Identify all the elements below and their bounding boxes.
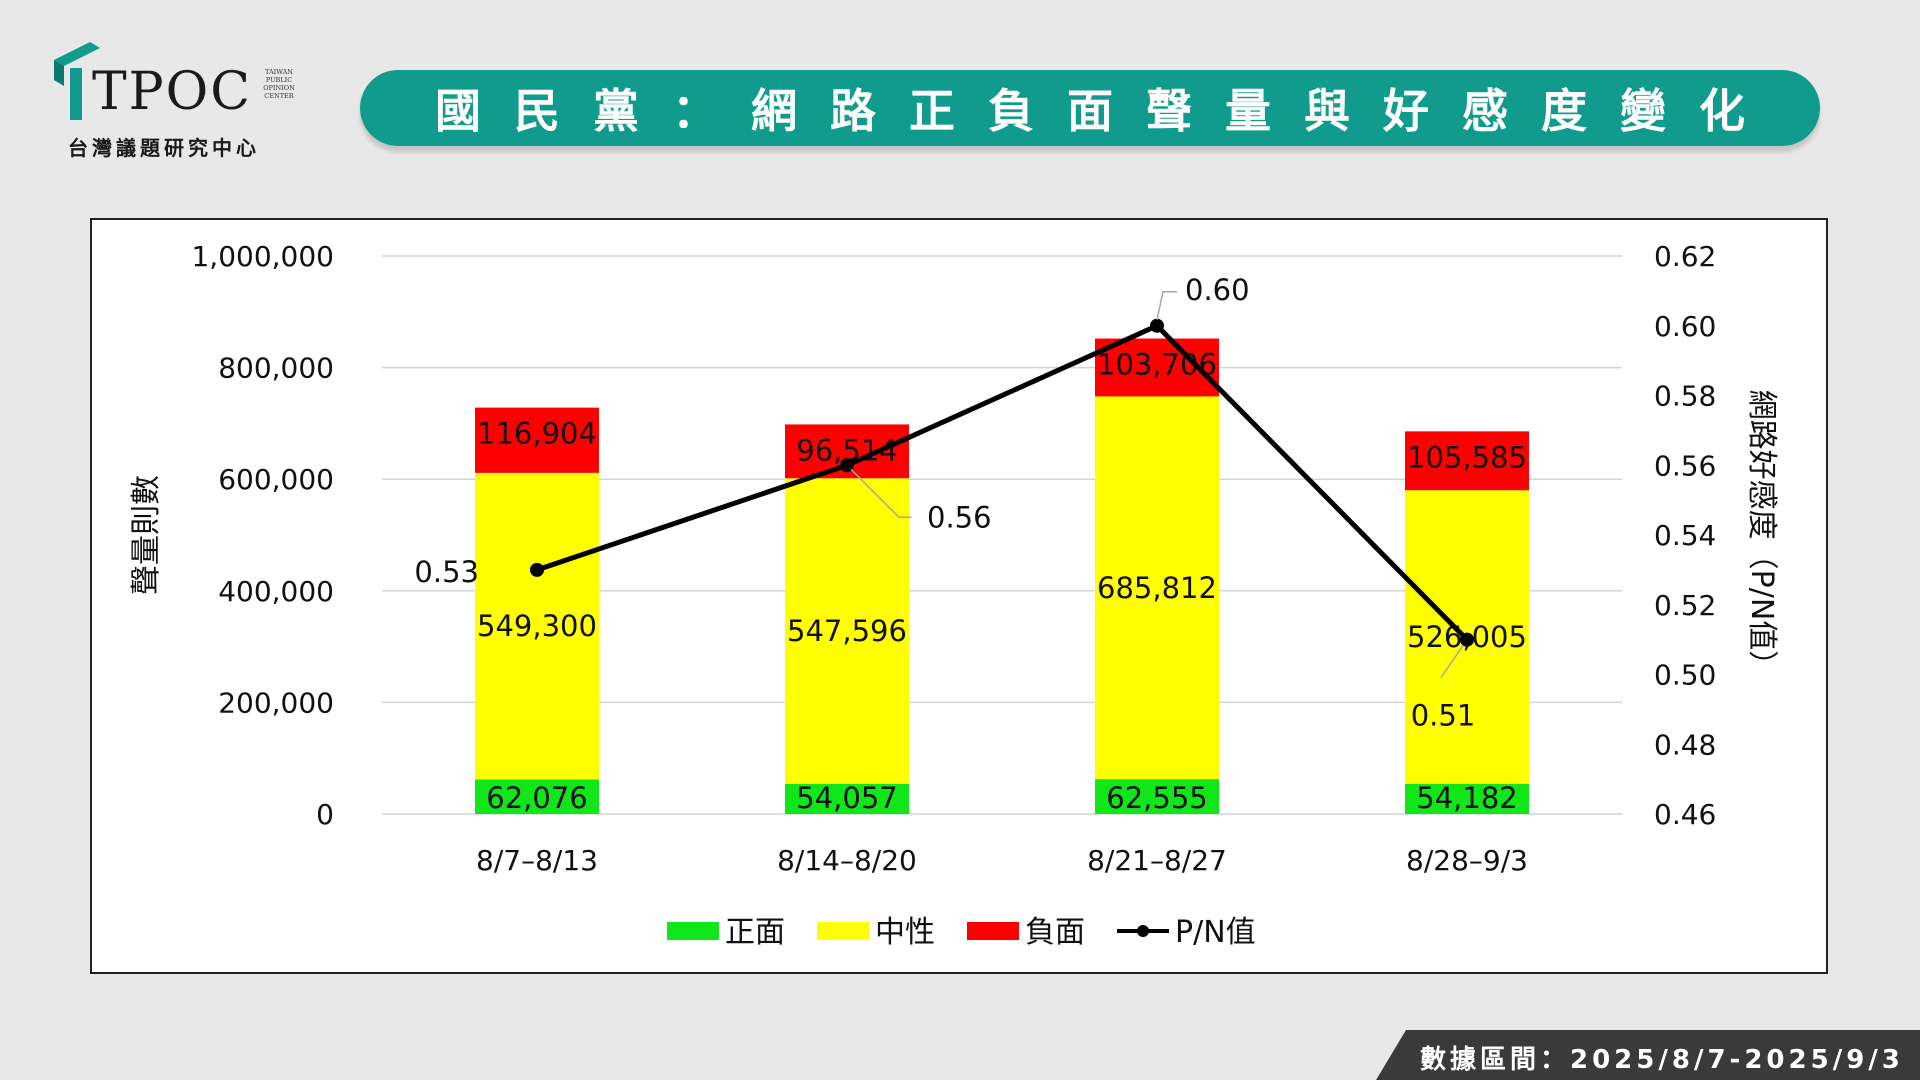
pn-point: [1460, 632, 1474, 647]
bar-value-label: 103,706: [1097, 348, 1217, 382]
logo-name: TPOC: [92, 62, 253, 122]
pn-label-leader: [1440, 645, 1464, 679]
logo-mark-icon: [54, 42, 100, 120]
y-tick-label: 800,000: [218, 352, 334, 385]
legend-label: 負面: [1025, 915, 1085, 950]
pn-value-label: 0.53: [414, 555, 479, 589]
x-tick-label: 8/21–8/27: [1087, 844, 1227, 877]
bar-value-label: 105,585: [1407, 440, 1527, 474]
bar-segment: [1405, 431, 1529, 491]
bar-value-label: 62,076: [486, 781, 587, 815]
y2-tick-label: 0.50: [1654, 659, 1716, 692]
x-tick-label: 8/28–9/3: [1406, 844, 1528, 877]
logo-subtitle: 台灣議題研究中心: [68, 136, 260, 160]
y-tick-label: 600,000: [218, 463, 334, 496]
pn-point: [1150, 318, 1164, 333]
x-tick-label: 8/14–8/20: [777, 844, 917, 877]
y2-tick-label: 0.58: [1654, 380, 1716, 413]
footer-bar: 數據區間：2025/8/7-2025/9/3: [1376, 1030, 1920, 1080]
pn-label-leader: [850, 468, 911, 518]
y2-tick-label: 0.48: [1654, 728, 1716, 761]
bar-value-label: 116,904: [477, 417, 597, 451]
logo-small-line: OPINION: [263, 84, 295, 92]
bar-segment: [785, 478, 909, 784]
logo-small-line: PUBLIC: [265, 76, 293, 84]
pn-point: [840, 458, 854, 473]
y-tick-label: 200,000: [218, 686, 334, 719]
bar-segment: [475, 407, 599, 473]
legend-label: P/N值: [1175, 915, 1256, 950]
y2-tick-label: 0.56: [1654, 449, 1716, 482]
bar-segment: [475, 472, 599, 780]
legend-swatch: [967, 922, 1019, 940]
legend-marker: [1137, 925, 1149, 937]
bar-segment: [475, 779, 599, 814]
logo-small-line: CENTER: [264, 92, 294, 100]
bar-value-label: 685,812: [1097, 571, 1217, 605]
logo: TPOC TAIWAN PUBLIC OPINION CENTER 台灣議題研究…: [50, 40, 310, 160]
bar-value-label: 547,596: [787, 614, 907, 648]
title-banner: 國民黨：網路正負面聲量與好感度變化: [360, 70, 1820, 146]
bar-value-label: 62,555: [1106, 781, 1207, 815]
y-axis-label: 聲量則數: [129, 475, 164, 595]
bar-segment: [1095, 779, 1219, 814]
data-range-label: 數據區間：2025/8/7-2025/9/3: [1420, 1045, 1904, 1075]
bar-value-label: 54,182: [1416, 781, 1517, 815]
y2-tick-label: 0.60: [1654, 310, 1716, 343]
y2-tick-label: 0.54: [1654, 519, 1716, 552]
bar-segment: [785, 783, 909, 814]
y2-tick-label: 0.52: [1654, 589, 1716, 622]
chart: 0 200,000 400,000 600,000 800,000 1,000,000 0.…: [129, 240, 1779, 950]
pn-value-label: 0.56: [927, 500, 992, 534]
y-tick-label: 1,000,000: [191, 240, 334, 273]
y2-tick-label: 0.62: [1654, 240, 1716, 273]
chart-panel: 0 200,000 400,000 600,000 800,000 1,000,000 0.…: [90, 218, 1828, 974]
y-tick-label: 400,000: [218, 575, 334, 608]
pn-point: [530, 562, 544, 577]
pn-value-label: 0.60: [1185, 273, 1250, 307]
y2-tick-label: 0.46: [1654, 798, 1716, 831]
x-tick-label: 8/7–8/13: [476, 844, 598, 877]
pn-value-label: 0.51: [1411, 699, 1476, 733]
bar-value-label: 54,057: [796, 781, 897, 815]
legend-label: 中性: [875, 915, 935, 950]
bar-value-label: 549,300: [477, 609, 597, 643]
legend-swatch: [817, 922, 869, 940]
logo-small-text: TAIWAN PUBLIC OPINION CENTER: [258, 68, 300, 100]
legend-swatch: [667, 922, 719, 940]
legend-label: 正面: [725, 915, 785, 950]
pn-label-leader: [1156, 291, 1177, 320]
y2-axis-label: 網路好感度（P/N值）: [1744, 390, 1779, 681]
page-title: 國民黨：網路正負面聲量與好感度變化: [435, 84, 1778, 138]
bar-segment: [1405, 783, 1529, 814]
bar-segment: [1095, 396, 1219, 780]
pn-line: [536, 323, 1469, 642]
y-tick-label: 0: [316, 798, 334, 831]
logo-small-line: TAIWAN: [265, 68, 293, 76]
